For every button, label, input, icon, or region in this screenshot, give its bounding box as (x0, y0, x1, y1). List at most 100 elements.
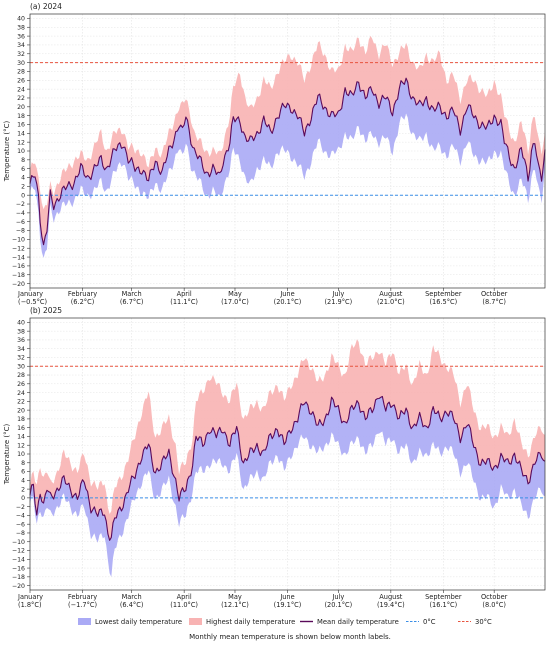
x-tick-label: October (481, 290, 508, 298)
x-tick-label: February (68, 290, 97, 298)
y-tick-label: −6 (16, 219, 25, 226)
x-tick-label: June (279, 290, 294, 298)
y-tick-label: 32 (17, 51, 25, 58)
y-tick-label: 40 (17, 16, 25, 23)
month-mean-label: (1.8°C) (18, 601, 42, 609)
x-tick-label: March (122, 593, 142, 601)
month-mean-label: (11.0°C) (170, 601, 198, 609)
y-tick-label: −2 (16, 504, 25, 511)
y-tick-label: 30 (17, 363, 25, 370)
legend-item: Highest daily temperature (189, 618, 295, 626)
y-tick-label: 22 (17, 95, 25, 102)
legend-item: 30°C (458, 618, 492, 626)
month-mean-label: (6.2°C) (71, 298, 95, 306)
x-tick-label: April (177, 593, 192, 601)
y-tick-label: 16 (17, 425, 25, 432)
x-tick-label: July (331, 593, 344, 601)
month-mean-label: (21.9°C) (324, 298, 352, 306)
y-tick-label: 20 (17, 104, 25, 111)
y-axis-label: Temperature (°C) (3, 121, 11, 183)
y-tick-label: −16 (12, 263, 25, 270)
x-tick-label: May (228, 290, 242, 298)
legend: Lowest daily temperature Highest daily te… (78, 618, 492, 626)
y-tick-label: −10 (12, 539, 25, 546)
month-mean-label: (6.4°C) (120, 601, 144, 609)
high-temp-band (30, 35, 545, 245)
y-tick-label: 38 (17, 328, 25, 335)
y-tick-label: 6 (21, 166, 25, 173)
y-tick-label: −18 (12, 574, 25, 581)
y-tick-label: 40 (17, 320, 25, 327)
panel-title: (a) 2024 (30, 2, 62, 11)
x-tick-label: September (425, 290, 462, 298)
y-tick-label: 6 (21, 469, 25, 476)
y-tick-label: −8 (16, 530, 25, 537)
x-tick-label: March (122, 290, 142, 298)
legend-swatch (78, 618, 91, 625)
y-tick-label: −2 (16, 201, 25, 208)
month-mean-label: (12.1°C) (221, 601, 249, 609)
y-tick-label: 36 (17, 337, 25, 344)
month-mean-label: (19.4°C) (377, 601, 405, 609)
y-tick-label: 20 (17, 407, 25, 414)
y-tick-label: 26 (17, 381, 25, 388)
y-tick-label: −4 (16, 210, 25, 217)
y-tick-label: 12 (17, 139, 25, 146)
mean-temp-line (29, 395, 546, 541)
month-mean-label: (−1.7°C) (68, 601, 97, 609)
month-mean-label: (11.1°C) (170, 298, 198, 306)
y-tick-label: 2 (21, 486, 25, 493)
month-mean-label: (20.1°C) (274, 298, 302, 306)
y-tick-label: 18 (17, 416, 25, 423)
y-tick-label: 8 (21, 460, 25, 467)
y-tick-label: 22 (17, 399, 25, 406)
legend-label: 0°C (423, 618, 436, 626)
legend-label: Mean daily temperature (317, 618, 399, 626)
y-tick-label: 4 (21, 175, 25, 182)
legend-item: Lowest daily temperature (78, 618, 182, 626)
month-mean-label: (6.7°C) (120, 298, 144, 306)
y-tick-label: −8 (16, 228, 25, 235)
y-tick-label: −10 (12, 237, 25, 244)
x-tick-label: August (379, 593, 402, 601)
x-tick-label: June (279, 593, 294, 601)
y-tick-label: 14 (17, 434, 25, 441)
low-temp-band (30, 396, 545, 577)
y-tick-label: 30 (17, 60, 25, 67)
legend-swatch (189, 618, 202, 625)
y-tick-label: −16 (12, 565, 25, 572)
y-tick-label: 0 (21, 495, 25, 502)
y-tick-label: 26 (17, 77, 25, 84)
month-mean-label: (20.1°C) (324, 601, 352, 609)
legend-label: 30°C (475, 618, 492, 626)
y-tick-label: 24 (17, 86, 25, 93)
month-mean-label: (−0.5°C) (18, 298, 47, 306)
y-tick-label: 28 (17, 69, 25, 76)
legend-label: Highest daily temperature (206, 618, 295, 626)
y-tick-label: 0 (21, 192, 25, 199)
y-tick-label: −6 (16, 521, 25, 528)
y-tick-label: −20 (12, 583, 25, 590)
y-tick-label: −12 (12, 548, 25, 555)
y-tick-label: −14 (12, 254, 25, 261)
y-tick-label: 34 (17, 346, 25, 353)
y-tick-label: 36 (17, 33, 25, 40)
x-tick-label: April (177, 290, 192, 298)
high-temp-band (30, 339, 545, 541)
month-mean-label: (19.1°C) (274, 601, 302, 609)
y-tick-label: 38 (17, 24, 25, 31)
legend-label: Lowest daily temperature (95, 618, 182, 626)
y-tick-label: 18 (17, 113, 25, 120)
panel-title: (b) 2025 (30, 306, 62, 315)
y-tick-label: −14 (12, 556, 25, 563)
y-tick-label: 12 (17, 442, 25, 449)
x-tick-label: January (17, 290, 43, 298)
panel-2024: (a) 2024−20−18−16−14−12−10−8−6−4−2024681… (3, 2, 546, 306)
panel-2025: (b) 2025−20−18−16−14−12−10−8−6−4−2024681… (3, 306, 546, 609)
month-mean-label: (16.5°C) (429, 298, 457, 306)
month-mean-label: (17.0°C) (221, 298, 249, 306)
legend-item: Mean daily temperature (300, 618, 399, 626)
footnote: Monthly mean temperature is shown below … (189, 633, 391, 641)
